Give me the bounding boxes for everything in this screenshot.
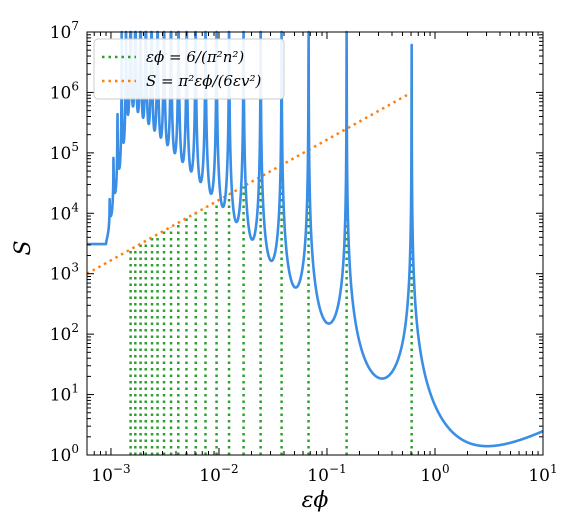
y-tick-label: 105: [50, 140, 79, 164]
x-tick-label: 10−2: [199, 462, 238, 486]
legend-label: S = π²εϕ/(6εv²): [146, 72, 262, 90]
data-layer: [85, 30, 545, 455]
x-tick-label: 100: [420, 462, 449, 486]
y-tick-label: 101: [50, 382, 79, 406]
resonance-curve: [85, 30, 545, 448]
x-tick-label: 10−1: [307, 462, 346, 486]
ticks-layer: 10−3 10−2 10−1 100 101 100 101 102 103 104 105 106 1…: [50, 19, 558, 486]
plot-frame: [86, 31, 544, 456]
y-tick-label: 104: [50, 200, 80, 224]
x-tick-label: 101: [528, 462, 557, 486]
y-axis-label: S: [11, 240, 36, 255]
y-tick-label: 102: [50, 321, 79, 345]
x-tick-label: 10−3: [91, 462, 130, 486]
legend-box: [93, 38, 285, 100]
legend: εϕ = 6/(π²n²) S = π²εϕ/(6εv²): [93, 38, 285, 100]
y-tick-label: 100: [50, 442, 79, 466]
x-axis-label: εϕ: [302, 488, 329, 513]
y-tick-label: 107: [50, 19, 79, 43]
y-tick-label: 103: [50, 261, 79, 285]
legend-label: εϕ = 6/(π²n²): [146, 48, 244, 66]
y-tick-label: 106: [50, 79, 79, 103]
